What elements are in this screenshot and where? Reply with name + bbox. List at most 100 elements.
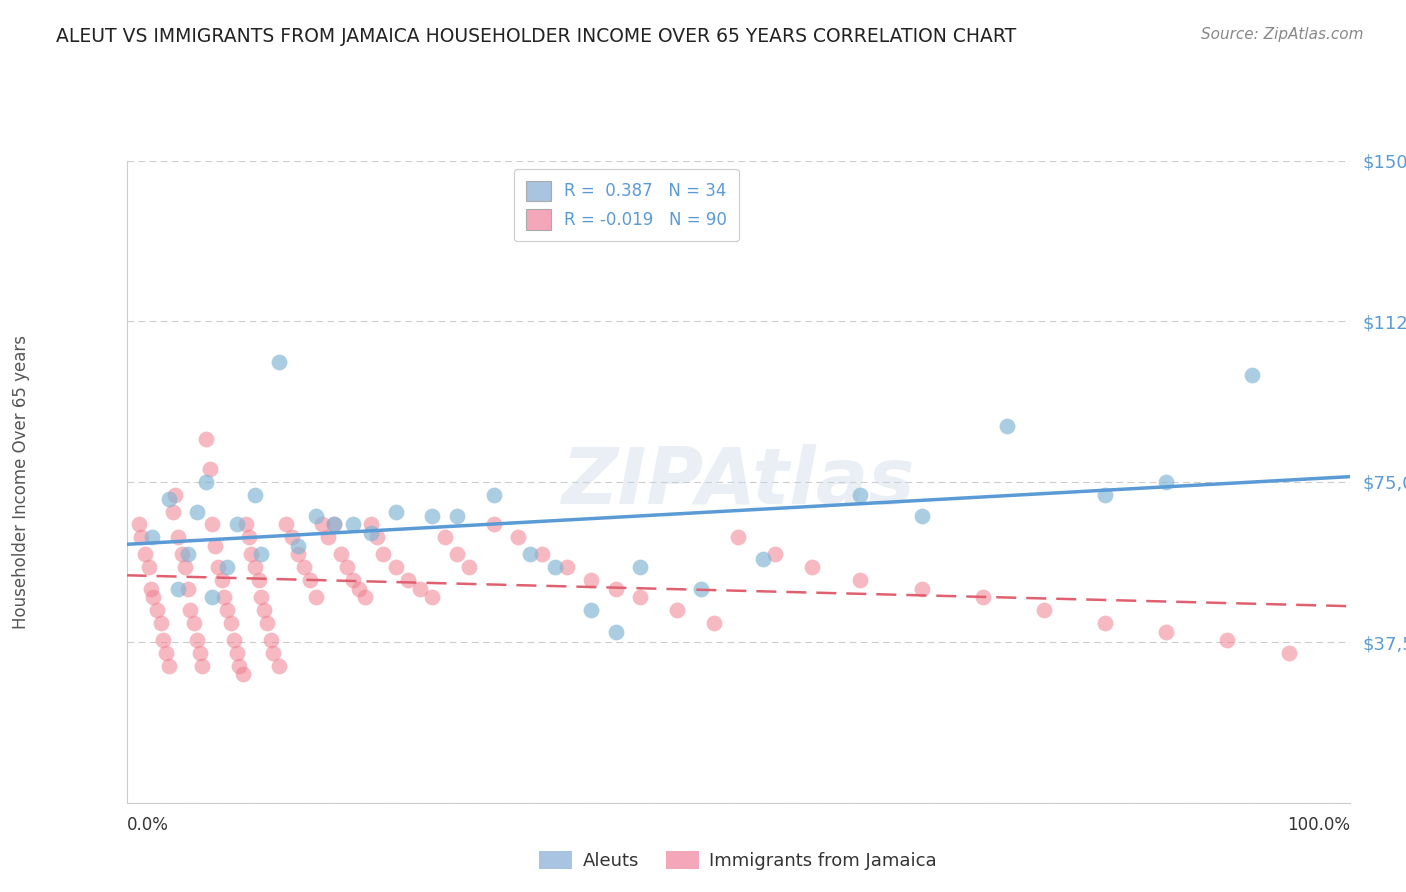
Point (228, 658, 250, 673)
Point (422, 508, 444, 523)
Point (422, 591, 444, 605)
Point (225, 646, 247, 660)
Point (690, 582, 713, 596)
Point (167, 582, 190, 596)
Point (179, 603, 201, 617)
Point (581, 603, 603, 617)
Point (243, 560, 266, 574)
Point (305, 508, 328, 523)
Point (139, 582, 162, 596)
Point (167, 530, 190, 544)
Point (162, 505, 184, 519)
Point (360, 517, 382, 532)
Point (329, 548, 352, 562)
Point (409, 582, 432, 596)
Point (280, 530, 302, 544)
Point (195, 432, 218, 446)
Point (703, 615, 725, 630)
Point (318, 530, 340, 544)
Point (219, 615, 242, 630)
Point (191, 658, 214, 673)
Point (446, 548, 468, 562)
Point (138, 560, 160, 574)
Point (581, 573, 603, 587)
Point (482, 487, 505, 501)
Point (384, 560, 406, 574)
Point (155, 646, 177, 660)
Point (299, 573, 322, 587)
Point (238, 530, 260, 544)
Point (146, 603, 169, 617)
Point (232, 667, 254, 681)
Point (235, 517, 257, 532)
Point (849, 487, 872, 501)
Point (247, 573, 270, 587)
Point (482, 517, 505, 532)
Point (149, 615, 172, 630)
Point (433, 530, 456, 544)
Point (384, 505, 406, 519)
Point (141, 530, 163, 544)
Point (628, 560, 651, 574)
Point (174, 560, 197, 574)
Point (287, 548, 309, 562)
Point (1094, 487, 1116, 501)
Point (134, 548, 156, 562)
Point (519, 548, 541, 562)
Point (287, 539, 309, 553)
Point (323, 517, 346, 532)
Point (157, 491, 180, 506)
Text: ALEUT VS IMMIGRANTS FROM JAMAICA HOUSEHOLDER INCOME OVER 65 YEARS CORRELATION CH: ALEUT VS IMMIGRANTS FROM JAMAICA HOUSEHO… (56, 27, 1017, 45)
Point (543, 560, 565, 574)
Point (211, 573, 233, 587)
Point (336, 560, 359, 574)
Text: 0.0%: 0.0% (127, 816, 169, 834)
Point (1277, 646, 1299, 660)
Point (1240, 368, 1263, 382)
Point (628, 591, 651, 605)
Point (262, 646, 284, 660)
Point (800, 560, 823, 574)
Point (727, 530, 749, 544)
Legend: Aleuts, Immigrants from Jamaica: Aleuts, Immigrants from Jamaica (531, 844, 945, 877)
Point (1033, 603, 1056, 617)
Point (198, 462, 221, 476)
Point (342, 573, 364, 587)
Point (128, 517, 150, 532)
Point (243, 487, 266, 501)
Point (292, 560, 315, 574)
Point (260, 633, 283, 648)
Point (269, 355, 291, 369)
Point (347, 582, 370, 596)
Point (204, 539, 226, 553)
Point (252, 603, 274, 617)
Point (256, 615, 278, 630)
Point (763, 548, 786, 562)
Point (250, 548, 273, 562)
Point (224, 633, 246, 648)
Point (214, 591, 236, 605)
Point (188, 646, 211, 660)
Point (186, 633, 208, 648)
Point (849, 573, 872, 587)
Point (311, 517, 333, 532)
Point (1156, 475, 1178, 489)
Point (157, 658, 180, 673)
Point (995, 419, 1018, 434)
Point (506, 530, 529, 544)
Point (666, 603, 689, 617)
Point (342, 517, 364, 532)
Point (201, 591, 224, 605)
Point (186, 505, 208, 519)
Point (177, 548, 200, 562)
Point (201, 517, 224, 532)
Point (605, 624, 627, 639)
Point (269, 658, 291, 673)
Point (366, 530, 388, 544)
Point (183, 615, 205, 630)
Point (373, 548, 395, 562)
Point (911, 582, 934, 596)
Point (225, 517, 247, 532)
Point (1094, 615, 1116, 630)
Point (458, 560, 481, 574)
